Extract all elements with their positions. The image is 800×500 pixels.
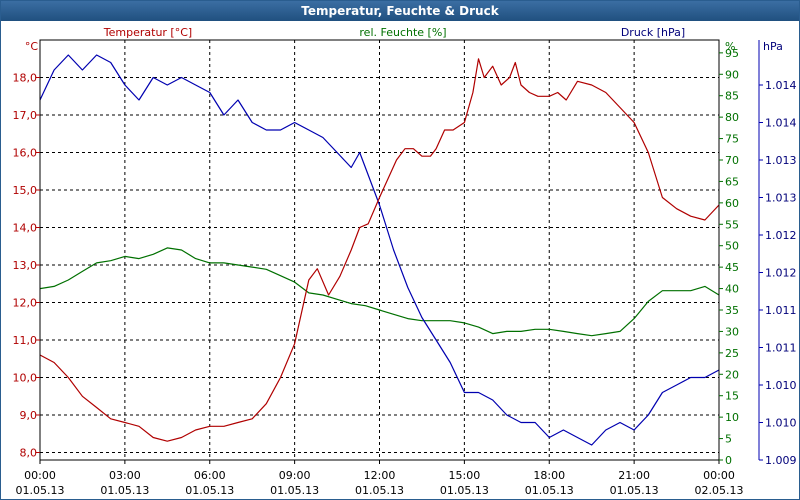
- series-layer: [39, 54, 720, 446]
- x-tick-date: 01.05.13: [100, 484, 149, 497]
- pressure-tick-label: 1.010: [765, 417, 797, 430]
- x-tick-time: 09:00: [279, 469, 311, 482]
- x-tick-time: 06:00: [194, 469, 226, 482]
- left-tick-label: 17,0: [13, 109, 38, 122]
- left-tick-label: 14,0: [13, 222, 38, 235]
- humidity-tick-label: 50: [725, 240, 739, 253]
- pressure-tick-label: 1.013: [765, 192, 797, 205]
- pressure-tick-label: 1.011: [765, 304, 797, 317]
- humidity-tick-label: 25: [725, 347, 739, 360]
- humidity-tick-label: 15: [725, 390, 739, 403]
- left-tick-label: 15,0: [13, 184, 38, 197]
- humidity-tick-label: 0: [725, 454, 732, 467]
- left-tick-label: 10,0: [13, 372, 38, 385]
- x-tick-date: 01.05.13: [610, 484, 659, 497]
- humidity-tick-label: 10: [725, 411, 739, 424]
- x-tick-time: 15:00: [449, 469, 481, 482]
- left-tick-label: 18,0: [13, 72, 38, 85]
- x-tick-time: 00:00: [703, 469, 735, 482]
- humidity-tick-label: 75: [725, 133, 739, 146]
- x-tick-time: 18:00: [533, 469, 565, 482]
- x-tick-date: 01.05.13: [16, 484, 65, 497]
- right-axis-unit-pressure: hPa: [763, 40, 783, 53]
- humidity-tick-label: 45: [725, 261, 739, 274]
- x-tick-time: 00:00: [24, 469, 56, 482]
- humidity-tick-label: 40: [725, 283, 739, 296]
- humidity-tick-label: 80: [725, 111, 739, 124]
- humidity-tick-label: 70: [725, 154, 739, 167]
- humidity-tick-label: 85: [725, 90, 739, 103]
- pressure-tick-label: 1.013: [765, 154, 797, 167]
- chart-title: Temperatur, Feuchte & Druck: [1, 1, 799, 21]
- x-tick-date: 01.05.13: [440, 484, 489, 497]
- left-tick-label: 9,0: [20, 409, 38, 422]
- pressure-line: [39, 54, 720, 446]
- left-tick-label: 8,0: [20, 447, 38, 460]
- left-tick-label: 16,0: [13, 147, 38, 160]
- pressure-tick-label: 1.014: [765, 117, 797, 130]
- humidity-tick-label: 20: [725, 368, 739, 381]
- left-tick-label: 12,0: [13, 297, 38, 310]
- humidity-tick-label: 5: [725, 433, 732, 446]
- left-tick-label: 13,0: [13, 259, 38, 272]
- grid-layer: [40, 40, 719, 460]
- right-axis-unit-humidity: %: [725, 40, 735, 53]
- axis-layer: 00:00 01.05.13 03:00 01.05.13 06:00 01.05.13 0…: [13, 39, 797, 497]
- humidity-tick-label: 95: [725, 47, 739, 60]
- humidity-tick-label: 90: [725, 68, 739, 81]
- x-tick-time: 03:00: [109, 469, 141, 482]
- x-tick-date: 01.05.13: [270, 484, 319, 497]
- humidity-tick-label: 55: [725, 218, 739, 231]
- pressure-tick-label: 1.009: [765, 454, 797, 467]
- pressure-tick-label: 1.011: [765, 342, 797, 355]
- left-tick-label: 11,0: [13, 334, 38, 347]
- pressure-tick-label: 1.010: [765, 379, 797, 392]
- x-tick-date: 01.05.13: [355, 484, 404, 497]
- x-tick-time: 12:00: [364, 469, 396, 482]
- x-tick-time: 21:00: [618, 469, 650, 482]
- x-tick-date: 01.05.13: [185, 484, 234, 497]
- humidity-line: [39, 247, 720, 337]
- x-tick-date: 02.05.13: [695, 484, 744, 497]
- humidity-tick-label: 65: [725, 175, 739, 188]
- x-tick-date: 01.05.13: [525, 484, 574, 497]
- legend-pressure: Druck [hPa]: [621, 26, 685, 39]
- pressure-tick-label: 1.012: [765, 267, 797, 280]
- left-axis-unit: °C: [25, 40, 39, 53]
- pressure-tick-label: 1.014: [765, 79, 797, 92]
- legend-temperature: Temperatur [°C]: [103, 26, 192, 39]
- temperature-line: [39, 58, 720, 442]
- humidity-tick-label: 30: [725, 325, 739, 338]
- legend-humidity: rel. Feuchte [%]: [359, 26, 446, 39]
- pressure-tick-label: 1.012: [765, 229, 797, 242]
- humidity-tick-label: 60: [725, 197, 739, 210]
- humidity-tick-label: 35: [725, 304, 739, 317]
